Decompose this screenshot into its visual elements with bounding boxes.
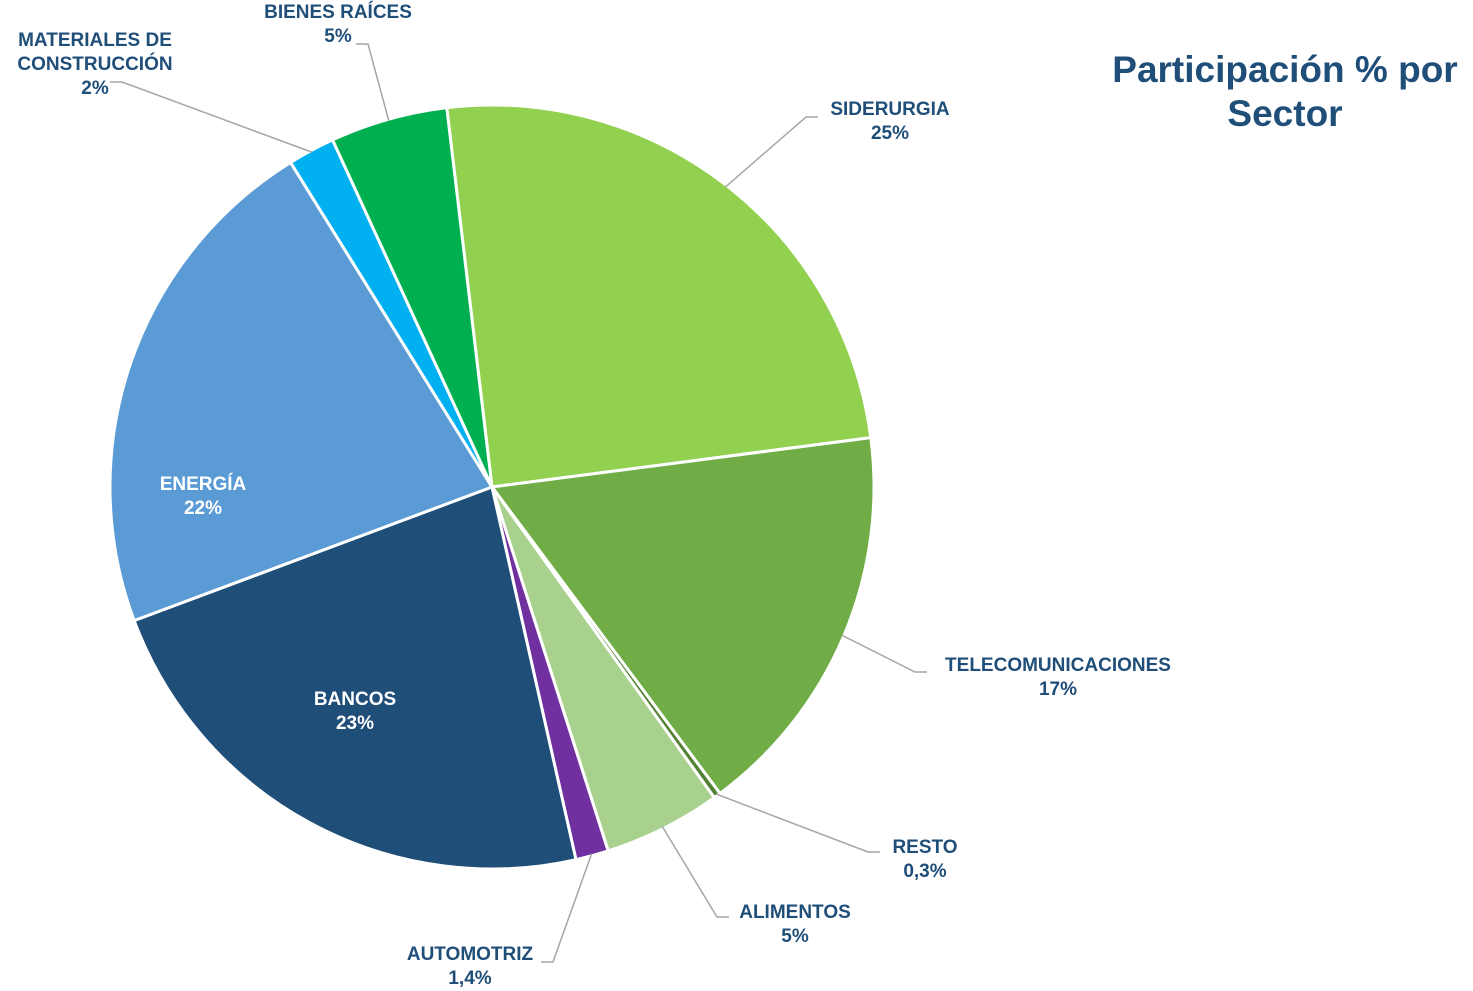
value-label: 5% (324, 26, 352, 47)
leader-line (110, 81, 313, 153)
category-label: ALIMENTOS (739, 902, 851, 923)
data-label: MATERIALES DE CONSTRUCCIÓN 2% (0, 29, 190, 101)
data-label: TELECOMUNICACIONES 17% (945, 654, 1171, 702)
category-label: TELECOMUNICACIONES (945, 655, 1171, 676)
chart-title: Participación % por Sector (1112, 49, 1458, 134)
pie-slice (445, 103, 873, 489)
category-label: RESTO (892, 837, 958, 858)
data-label: BANCOS 23% (314, 688, 396, 736)
category-label: BIENES RAÍCES (264, 2, 412, 23)
data-label: SIDERURGIA 25% (830, 98, 949, 146)
value-label: 23% (335, 713, 375, 734)
category-label: SIDERURGIA (830, 99, 950, 120)
value-label: 22% (183, 498, 223, 519)
value-label: 2% (81, 78, 109, 99)
pie-slice (132, 484, 578, 871)
value-label: 0,3% (903, 861, 947, 882)
leader-line (541, 853, 593, 963)
data-label: ENERGÍA 22% (160, 473, 247, 521)
data-label: ALIMENTOS 5% (739, 901, 851, 949)
value-label: 25% (870, 123, 910, 144)
data-label: AUTOMOTRIZ 1,4% (407, 943, 533, 991)
category-label: MATERIALES DE CONSTRUCCIÓN (17, 30, 173, 75)
leader-line (724, 116, 818, 188)
leader-line (841, 634, 927, 673)
category-label: BANCOS (313, 689, 397, 710)
data-label: RESTO 0,3% (892, 836, 957, 884)
value-label: 1,4% (448, 968, 492, 989)
leader-line (661, 826, 729, 918)
leader-line (356, 43, 390, 122)
category-label: ENERGÍA (159, 474, 247, 495)
pie-slice (108, 160, 495, 623)
category-label: AUTOMOTRIZ (406, 944, 534, 965)
value-label: 5% (781, 926, 809, 947)
value-label: 17% (1038, 679, 1078, 700)
data-label: BIENES RAÍCES 5% (264, 1, 412, 49)
leader-line (715, 793, 880, 853)
